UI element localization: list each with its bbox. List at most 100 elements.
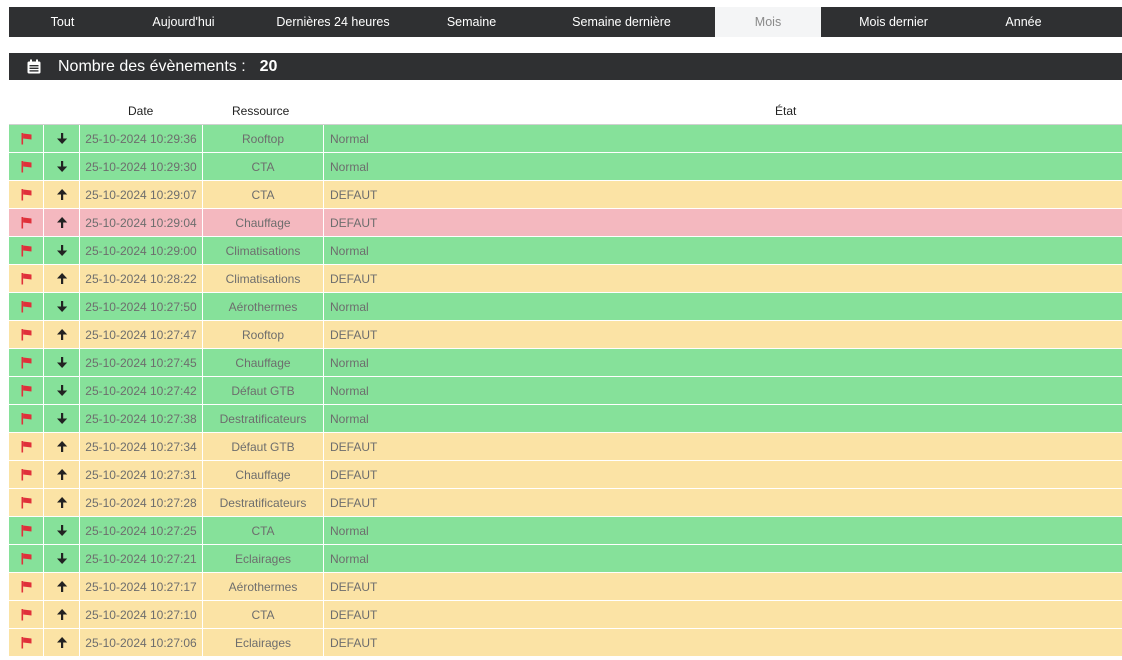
flag-icon[interactable] [9,349,44,376]
table-row[interactable]: 25-10-2024 10:27:10 CTA DEFAUT [9,601,1122,629]
event-state: Normal [330,159,369,174]
event-resource: Eclairages [203,629,324,656]
arrow-up-icon [44,181,80,208]
table-row[interactable]: 25-10-2024 10:27:21 Eclairages Normal [9,545,1122,573]
flag-icon[interactable] [9,601,44,628]
flag-icon[interactable] [9,153,44,180]
event-resource: CTA [203,181,324,208]
flag-icon[interactable] [9,433,44,460]
arrow-down-icon [44,153,80,180]
flag-icon[interactable] [9,461,44,488]
event-state: Normal [330,523,369,538]
event-date: 25-10-2024 10:27:06 [80,629,203,656]
event-count-label: Nombre des évènements : [58,57,246,75]
event-date: 25-10-2024 10:27:10 [80,601,203,628]
flag-icon[interactable] [9,489,44,516]
flag-icon[interactable] [9,573,44,600]
flag-icon[interactable] [9,377,44,404]
event-resource: Défaut GTB [203,377,324,404]
event-date: 25-10-2024 10:27:45 [80,349,203,376]
flag-icon[interactable] [9,629,44,656]
table-row[interactable]: 25-10-2024 10:27:42 Défaut GTB Normal [9,377,1122,405]
event-state: DEFAUT [330,635,378,650]
flag-icon[interactable] [9,405,44,432]
tab-derni-res-24-heures[interactable]: Dernières 24 heures [276,15,390,29]
flag-icon[interactable] [9,517,44,544]
table-row[interactable]: 25-10-2024 10:29:36 Rooftop Normal [9,125,1122,153]
tab-mois-dernier[interactable]: Mois dernier [859,15,928,29]
event-state: DEFAUT [330,579,378,594]
table-row[interactable]: 25-10-2024 10:27:34 Défaut GTB DEFAUT [9,433,1122,461]
arrow-up-icon [44,601,80,628]
table-row[interactable]: 25-10-2024 10:27:47 Rooftop DEFAUT [9,321,1122,349]
arrow-down-icon [44,349,80,376]
tab-semaine[interactable]: Semaine [446,15,497,29]
event-resource: Climatisations [203,237,324,264]
event-date: 25-10-2024 10:27:28 [80,489,203,516]
arrow-up-icon [44,265,80,292]
event-resource: Destratificateurs [203,405,324,432]
table-row[interactable]: 25-10-2024 10:29:07 CTA DEFAUT [9,181,1122,209]
column-header-resource[interactable]: Ressource [232,104,290,118]
event-resource: Chauffage [203,461,324,488]
arrow-up-icon [44,573,80,600]
event-state: Normal [330,551,369,566]
flag-icon[interactable] [9,293,44,320]
flag-icon[interactable] [9,125,44,152]
arrow-down-icon [44,405,80,432]
flag-icon[interactable] [9,545,44,572]
table-row[interactable]: 25-10-2024 10:27:50 Aérothermes Normal [9,293,1122,321]
table-row[interactable]: 25-10-2024 10:27:45 Chauffage Normal [9,349,1122,377]
event-count-bar: Nombre des évènements : 20 [9,53,1122,80]
arrow-down-icon [44,377,80,404]
arrow-up-icon [44,209,80,236]
tab-ann-e[interactable]: Année [1005,15,1042,29]
event-state: DEFAUT [330,439,378,454]
arrow-down-icon [44,293,80,320]
event-state: Normal [330,131,369,146]
arrow-down-icon [44,545,80,572]
table-row[interactable]: 25-10-2024 10:29:04 Chauffage DEFAUT [9,209,1122,237]
table-row[interactable]: 25-10-2024 10:29:30 CTA Normal [9,153,1122,181]
table-row[interactable]: 25-10-2024 10:27:25 CTA Normal [9,517,1122,545]
event-state: DEFAUT [330,495,378,510]
event-state: Normal [330,299,369,314]
event-state: Normal [330,243,369,258]
period-tabs: Tout Aujourd'hui Dernières 24 heures Semain… [9,7,1122,37]
flag-icon[interactable] [9,237,44,264]
table-row[interactable]: 25-10-2024 10:29:00 Climatisations Normal [9,237,1122,265]
tab-mois[interactable]: Mois [715,7,821,37]
flag-icon[interactable] [9,265,44,292]
event-state: DEFAUT [330,215,378,230]
event-date: 25-10-2024 10:27:17 [80,573,203,600]
event-resource: Destratificateurs [203,489,324,516]
arrow-up-icon [44,629,80,656]
table-header: Date Ressource État [9,98,1122,125]
tab-tout[interactable]: Tout [50,15,75,29]
event-state: DEFAUT [330,467,378,482]
flag-icon[interactable] [9,321,44,348]
events-table-body: 25-10-2024 10:29:36 Rooftop Normal 25-10-20… [9,125,1122,657]
event-resource: Eclairages [203,545,324,572]
flag-icon[interactable] [9,209,44,236]
calendar-icon [26,59,42,75]
tab-semaine-derni-re[interactable]: Semaine dernière [572,15,671,29]
event-date: 25-10-2024 10:27:34 [80,433,203,460]
event-date: 25-10-2024 10:27:42 [80,377,203,404]
event-date: 25-10-2024 10:27:21 [80,545,203,572]
arrow-down-icon [44,237,80,264]
column-header-state[interactable]: État [775,104,797,118]
table-row[interactable]: 25-10-2024 10:28:22 Climatisations DEFAUT [9,265,1122,293]
event-state: Normal [330,411,369,426]
column-header-date[interactable]: Date [128,104,154,118]
table-row[interactable]: 25-10-2024 10:27:31 Chauffage DEFAUT [9,461,1122,489]
flag-icon[interactable] [9,181,44,208]
event-resource: Rooftop [203,125,324,152]
tab-aujourd-hui[interactable]: Aujourd'hui [152,15,215,29]
event-resource: CTA [203,601,324,628]
table-row[interactable]: 25-10-2024 10:27:17 Aérothermes DEFAUT [9,573,1122,601]
event-state: DEFAUT [330,607,378,622]
table-row[interactable]: 25-10-2024 10:27:38 Destratificateurs Norm… [9,405,1122,433]
table-row[interactable]: 25-10-2024 10:27:06 Eclairages DEFAUT [9,629,1122,657]
table-row[interactable]: 25-10-2024 10:27:28 Destratificateurs DEFA… [9,489,1122,517]
